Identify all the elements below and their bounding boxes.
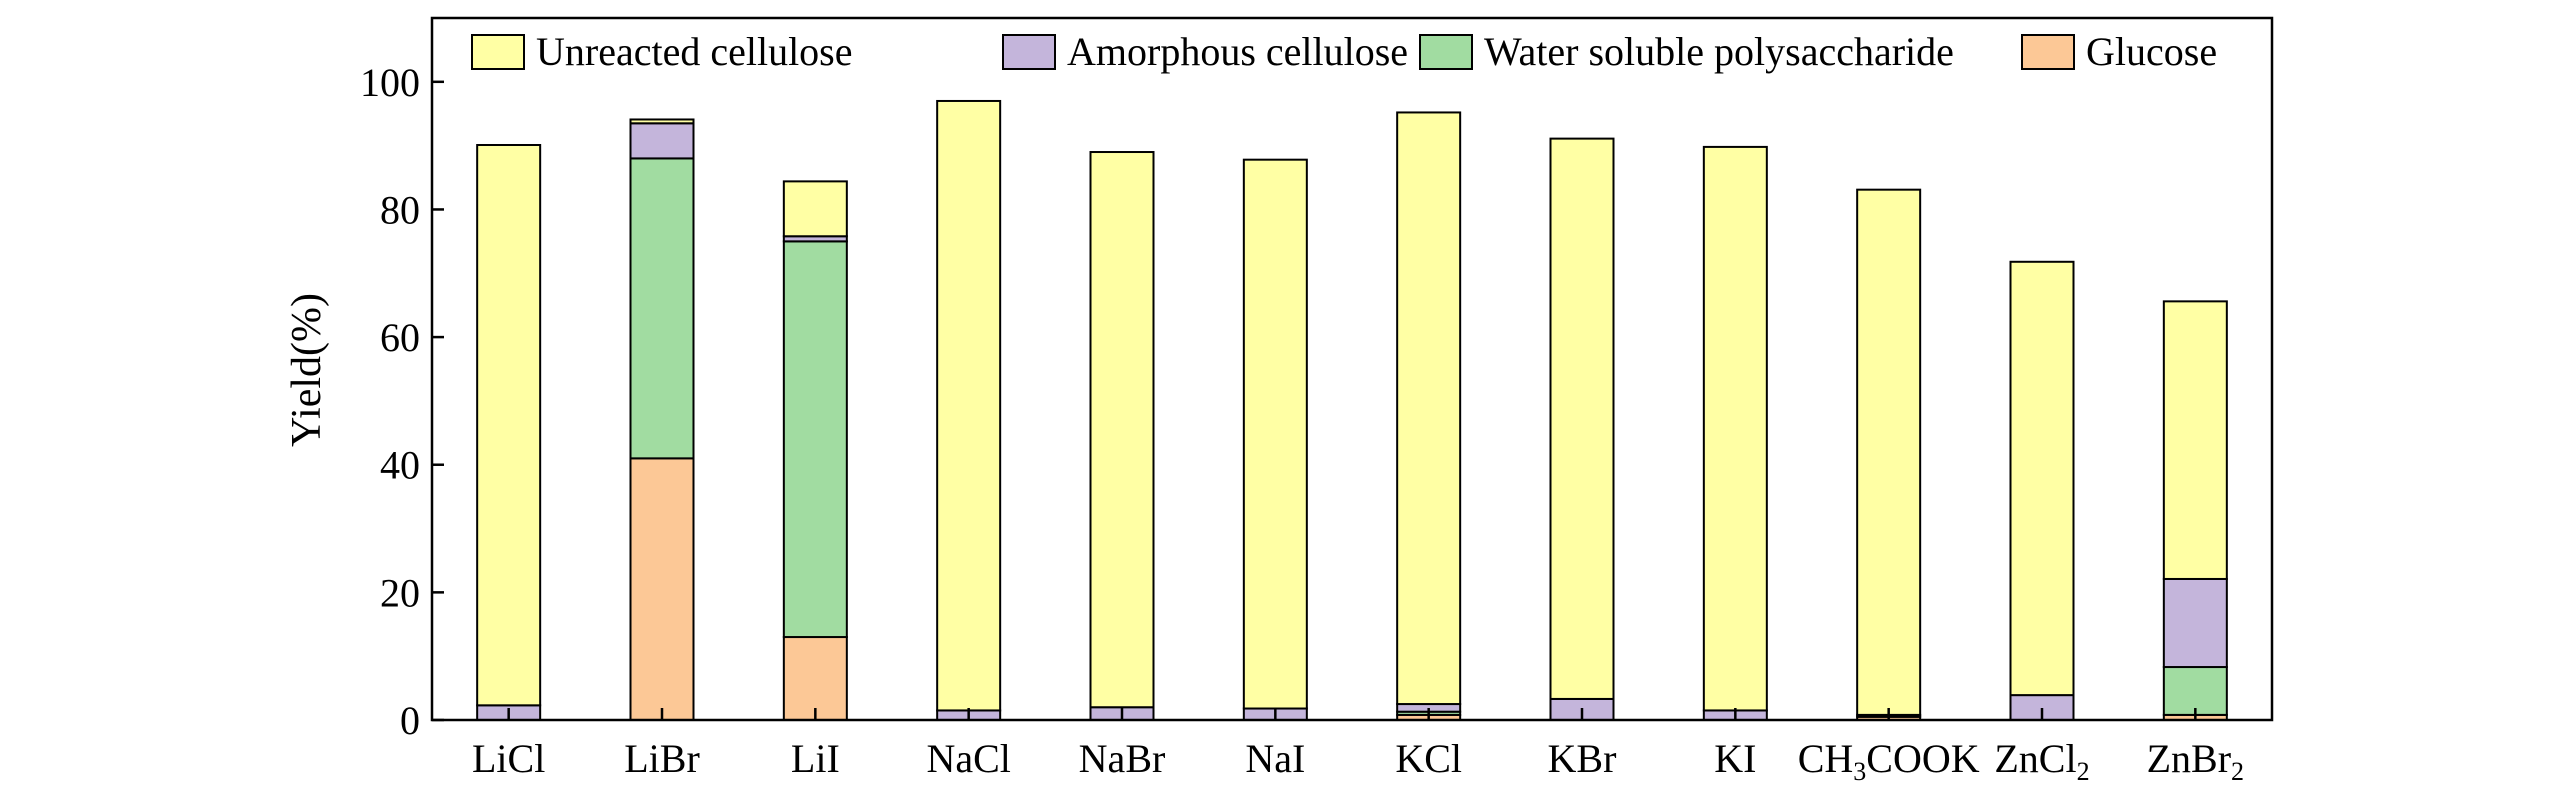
x-tick-label-znbr2: ZnBr2 <box>2147 736 2244 786</box>
legend-label-amorphous-cellulose: Amorphous cellulose <box>1067 29 1408 74</box>
x-tick-label-libr: LiBr <box>624 736 700 781</box>
y-tick-label-0: 0 <box>400 698 420 743</box>
legend-swatch-glucose <box>2021 34 2075 70</box>
bar-znbr2-unreacted-cellulose <box>2162 300 2228 580</box>
bar-libr-unreacted-cellulose <box>629 118 695 125</box>
legend-swatch-unreacted-cellulose <box>471 34 525 70</box>
bar-lii-unreacted-cellulose <box>782 180 848 238</box>
y-tick-label-100: 100 <box>360 60 420 105</box>
legend-label-water-soluble-polysaccharide: Water soluble polysaccharide <box>1484 29 1954 74</box>
bar-licl-unreacted-cellulose <box>476 143 542 707</box>
y-tick-label-20: 20 <box>380 570 420 615</box>
bar-ch3cook-unreacted-cellulose <box>1856 188 1922 716</box>
y-tick-label-40: 40 <box>380 443 420 488</box>
bar-ki-unreacted-cellulose <box>1702 145 1768 712</box>
bar-libr-glucose <box>629 457 695 721</box>
bar-nacl-unreacted-cellulose <box>936 99 1002 712</box>
legend-label-glucose: Glucose <box>2086 29 2217 74</box>
bar-nabr-unreacted-cellulose <box>1089 151 1155 709</box>
x-tick-label-zncl2: ZnCl2 <box>1994 736 2089 786</box>
legend-swatch-water-soluble-polysaccharide <box>1419 34 1473 70</box>
y-axis: 0 20 40 60 80 100 <box>360 60 444 743</box>
bars-layer <box>476 99 2228 722</box>
legend: Unreacted cellulose Amorphous cellulose Wa… <box>471 29 2217 74</box>
x-tick-label-licl: LiCl <box>472 736 545 781</box>
plot-area-frame <box>430 16 2274 722</box>
bar-zncl2-unreacted-cellulose <box>2009 260 2075 697</box>
bar-kcl-unreacted-cellulose <box>1396 111 1462 706</box>
x-tick-label-ch3cook: CH3COOK <box>1798 736 1980 786</box>
x-tick-label-kbr: KBr <box>1548 736 1617 781</box>
x-tick-label-nai: NaI <box>1245 736 1305 781</box>
x-tick-label-nabr: NaBr <box>1079 736 1166 781</box>
legend-label-unreacted-cellulose: Unreacted cellulose <box>536 29 853 74</box>
x-tick-label-nacl: NaCl <box>926 736 1010 781</box>
y-tick-label-80: 80 <box>380 187 420 232</box>
bar-znbr2-amorphous-cellulose <box>2162 577 2228 669</box>
bar-kbr-unreacted-cellulose <box>1549 137 1615 700</box>
x-tick-label-kcl: KCl <box>1395 736 1462 781</box>
bar-libr-water-soluble-polysaccharide <box>629 157 695 460</box>
x-axis: LiCl LiBr LiI NaCl NaBr NaI KCl KBr KI CH3COOK ZnC… <box>472 708 2244 786</box>
legend-swatch-amorphous-cellulose <box>1002 34 1056 70</box>
y-axis-title: Yield(%) <box>284 293 330 447</box>
bar-nai-unreacted-cellulose <box>1242 158 1308 710</box>
x-tick-label-lii: LiI <box>791 736 840 781</box>
bar-lii-glucose <box>782 636 848 722</box>
x-tick-label-ki: KI <box>1714 736 1756 781</box>
bar-znbr2-water-soluble-polysaccharide <box>2162 666 2228 716</box>
bar-libr-amorphous-cellulose <box>629 122 695 160</box>
bar-lii-water-soluble-polysaccharide <box>782 240 848 639</box>
y-tick-label-60: 60 <box>380 315 420 360</box>
